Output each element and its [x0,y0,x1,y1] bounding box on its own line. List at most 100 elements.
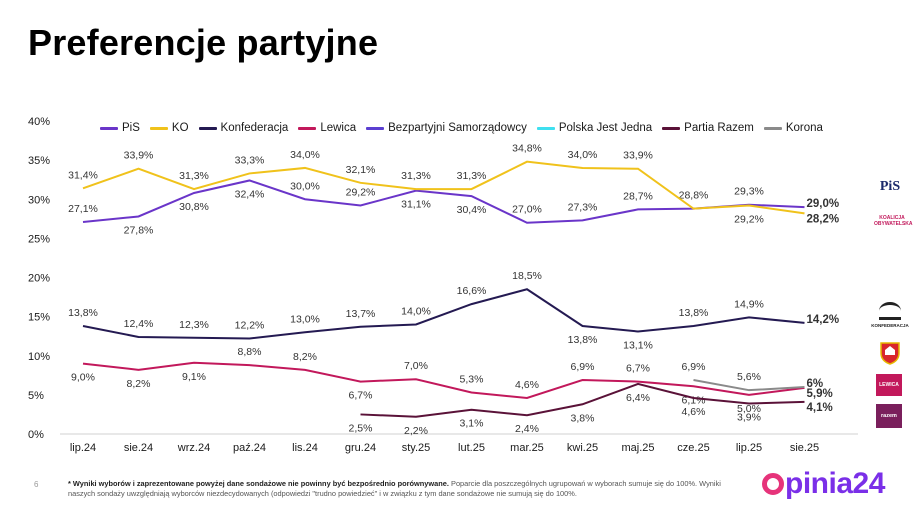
data-label: 6,9% [682,361,706,373]
data-label: 31,3% [457,170,487,182]
data-label: 27,1% [68,203,98,215]
data-label: 33,9% [124,150,154,162]
data-label: 30,4% [457,204,487,216]
series-line-partia-razem [360,382,805,418]
lewica-logo-text: LEWICA [879,382,899,388]
y-tick-label: 25% [28,233,50,245]
legend-label: KO [171,122,189,134]
footnote: * Wyniki wyborów i zaprezentowane powyże… [68,479,748,499]
series-line-korona [693,379,805,392]
data-label: 32,4% [235,188,265,200]
x-tick-label: paź.24 [233,442,266,454]
series-line-pis [82,179,805,224]
x-tick-label: lis.24 [292,442,318,454]
data-label: 8,8% [238,346,262,358]
data-label: 9,0% [71,372,95,384]
y-tick-label: 35% [28,155,50,167]
data-label: 33,3% [235,154,265,166]
x-tick-label: sie.24 [124,442,153,454]
y-tick-label: 40% [28,116,50,128]
data-label: 29,3% [734,186,764,198]
legend-label: PiS [122,122,140,134]
legend-swatch [100,126,118,130]
ko-logo: KOALICJA OBYWATELSKA [874,215,913,227]
legend-swatch [298,126,317,130]
y-tick-label: 5% [28,390,44,402]
korona-logo [879,341,901,365]
legend-swatch [536,126,555,130]
legend-item: PiS [100,122,140,134]
legend-label: Polska Jest Jedna [558,122,653,134]
data-label: 5,9% [807,388,833,400]
razem-logo-text: razem [881,413,897,419]
data-label: 13,8% [68,307,98,319]
data-label: 13,8% [568,334,598,346]
konfederacja-logo-text: KONFEDERACJA [871,323,909,328]
legend-item: Lewica [298,122,356,134]
legend-label: Partia Razem [684,122,754,134]
data-label: 2,4% [515,423,539,435]
data-label: 30,8% [179,201,209,213]
data-label: 2,2% [404,425,428,437]
legend-item: Partia Razem [662,122,754,134]
legend-label: Lewica [320,122,357,134]
y-tick-label: 30% [28,194,50,206]
data-label: 16,6% [457,285,487,297]
data-label: 12,4% [124,318,154,330]
data-label: 33,9% [623,150,653,162]
footnote-text: Poparcie dla poszczególnych ugrupowań w … [68,479,721,498]
data-label: 8,2% [127,378,151,390]
data-label: 3,1% [460,418,484,430]
data-label: 4,6% [682,406,706,418]
data-label: 34,8% [512,143,542,155]
lewica-logo: LEWICA [876,374,902,396]
data-label: 5,0% [737,403,761,415]
y-tick-label: 20% [28,273,50,285]
data-label: 31,3% [179,170,209,182]
legend-item: Korona [763,122,823,134]
data-label: 9,1% [182,371,206,383]
data-label: 14,9% [734,298,764,310]
data-label: 32,1% [346,164,376,176]
x-tick-label: cze.25 [677,442,709,454]
x-tick-label: wrz.24 [177,442,210,454]
ko-logo-text: KOALICJA OBYWATELSKA [874,215,913,227]
x-tick-label: sty.25 [402,442,431,454]
y-tick-label: 10% [28,351,50,363]
x-tick-label: gru.24 [345,442,376,454]
y-tick-label: 0% [28,429,44,441]
series-line-konfederacja [82,288,805,340]
y-tick-label: 15% [28,312,50,324]
x-tick-label: mar.25 [510,442,544,454]
data-label: 12,2% [235,320,265,332]
data-label: 29,0% [807,198,840,210]
data-label: 12,3% [179,319,209,331]
legend-label: Konfederacja [220,122,289,134]
data-label: 5,3% [460,374,484,386]
data-label: 34,0% [568,149,598,161]
chart-legend: PiS KO Konfederacja Lewica Bezpartyjni Samor… [100,122,833,134]
legend-item: Bezpartyjni Samorządowcy [366,122,527,134]
legend-item: Konfederacja [198,122,289,134]
data-label: 30,0% [290,180,320,192]
legend-item: Polska Jest Jedna [536,122,653,134]
opinia24-logo-text: pinia24 [785,467,885,500]
legend-label: Bezpartyjni Samorządowcy [388,122,527,134]
data-label: 31,4% [68,169,98,181]
opinia24-logo-o-icon [762,473,784,495]
konfederacja-logo: KONFEDERACJA [868,302,912,329]
legend-item: KO [149,122,189,134]
data-label: 27,8% [124,224,154,236]
legend-swatch [662,126,681,130]
data-label: 31,3% [401,170,431,182]
data-label: 7,0% [404,360,428,372]
data-label: 6% [807,378,824,390]
razem-logo: razem [876,404,902,428]
footnote-bold: * Wyniki wyborów i zaprezentowane powyże… [68,479,449,488]
konfederacja-emblem-icon [879,302,901,320]
page-title: Preferencje partyjne [28,22,379,63]
data-label: 6,4% [626,392,650,404]
data-label: 13,0% [290,313,320,325]
legend-swatch [366,126,385,130]
